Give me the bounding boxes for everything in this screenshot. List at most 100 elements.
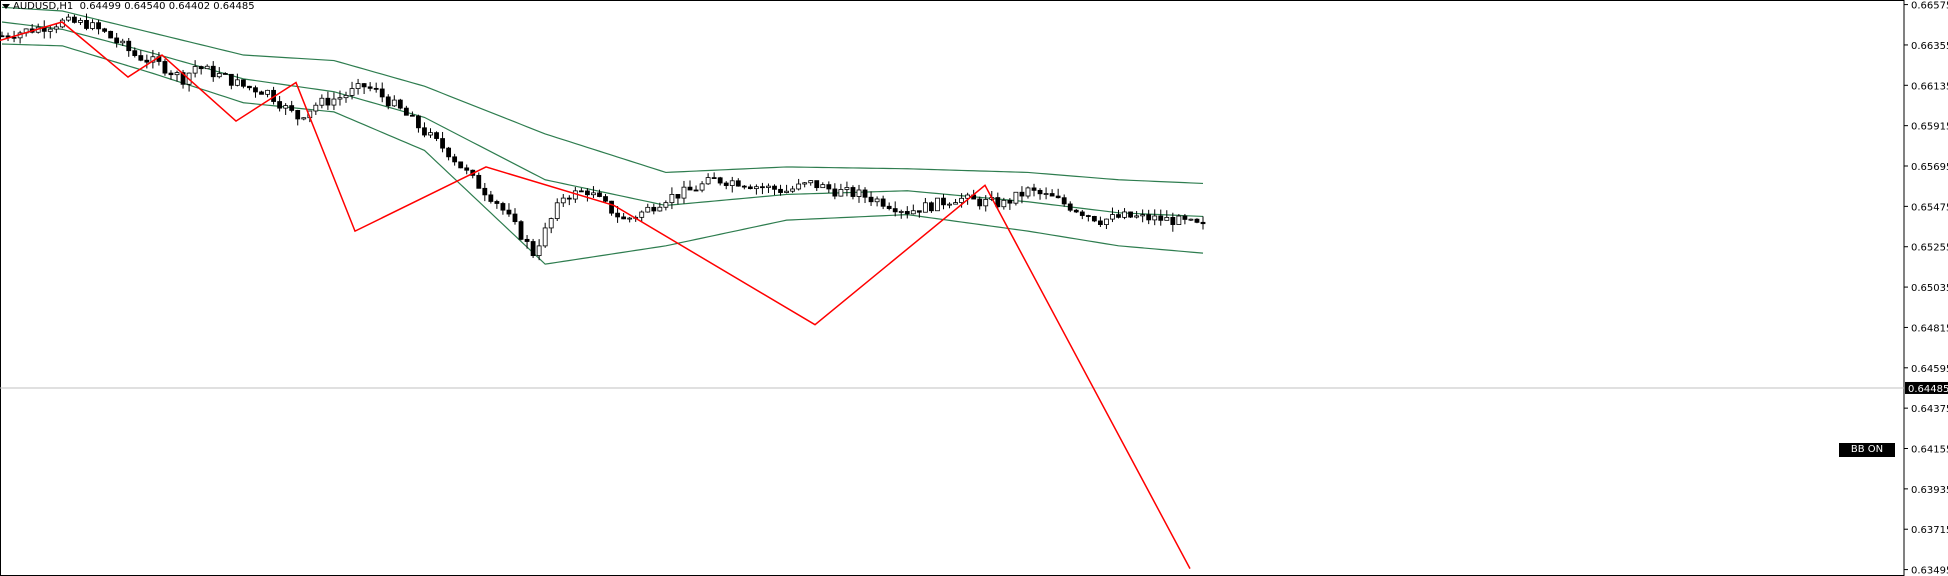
candle-body [1079, 211, 1085, 216]
candle-body [820, 184, 826, 189]
candle-body [627, 217, 633, 220]
candle-body [1110, 214, 1115, 220]
current-price-label-bg [1905, 381, 1948, 394]
candle-body [78, 19, 83, 23]
candle-body [597, 192, 602, 197]
candle-body [132, 50, 138, 56]
candle-body [434, 132, 439, 139]
candle-body [669, 194, 675, 204]
candle-body [210, 65, 216, 78]
candle-body [1043, 193, 1049, 195]
bb-toggle-button[interactable]: BB ON [1839, 443, 1895, 457]
candle-body [72, 16, 77, 23]
candle-body [482, 187, 488, 196]
candle-body [349, 88, 355, 96]
candle-body [476, 174, 482, 189]
candle-body [168, 72, 174, 76]
candle-body [1031, 187, 1037, 191]
candle-body [1037, 189, 1043, 195]
candle-body [741, 185, 747, 188]
y-tick-label: 0.65695 [1911, 162, 1948, 173]
candle-body [65, 16, 71, 21]
candle-body [681, 186, 687, 199]
candle-body [1194, 218, 1200, 223]
candle-body [1098, 220, 1103, 225]
candle-body [428, 132, 433, 136]
candle-body [1013, 191, 1019, 204]
bollinger-upper-line [1, 6, 1204, 185]
candle-body [615, 212, 620, 218]
candle-body [198, 66, 204, 70]
candle-body [144, 59, 150, 63]
y-tick-label: 0.63935 [1911, 485, 1948, 496]
candle-body [566, 197, 572, 200]
bollinger-middle-line [1, 21, 1204, 218]
candle-body [693, 189, 699, 192]
candle-body [953, 202, 958, 205]
candle-body [1134, 215, 1140, 218]
candle-body [548, 218, 554, 229]
zigzag-line [0, 21, 1191, 570]
candle-body [367, 86, 373, 89]
candle-body [1128, 211, 1133, 218]
candle-body [422, 127, 427, 136]
candle-body [591, 192, 596, 196]
candle-body [910, 210, 916, 215]
candle-body [603, 196, 608, 202]
candle-body [585, 190, 590, 196]
candle-body [174, 72, 180, 76]
candle-body [247, 85, 252, 89]
candle-body [319, 97, 325, 106]
ohlc-values: 0.64499 0.64540 0.64402 0.64485 [79, 1, 255, 12]
candle-body [850, 187, 856, 197]
candle-body [108, 30, 114, 39]
dropdown-triangle-icon[interactable] [2, 3, 10, 9]
candle-body [416, 115, 421, 129]
y-tick-label: 0.65255 [1911, 243, 1948, 254]
candle-body [1116, 214, 1121, 218]
candle-body [385, 96, 391, 107]
candle-body [898, 211, 904, 213]
candle-body [687, 186, 693, 191]
y-tick-label: 0.65035 [1911, 283, 1948, 294]
candle-body [0, 35, 5, 38]
candle-body [645, 206, 651, 213]
candle-body [512, 213, 518, 223]
candle-body [53, 26, 59, 30]
candle-body [355, 83, 361, 89]
candle-body [11, 36, 17, 39]
symbol-timeframe: AUDUSD,H1 [13, 1, 74, 12]
candle-body [337, 97, 343, 100]
candle-body [838, 189, 844, 197]
candle-body [1025, 187, 1031, 197]
candle-body [464, 167, 470, 171]
candle-body [361, 83, 367, 88]
candle-body [259, 91, 264, 95]
y-tick-label: 0.64155 [1911, 445, 1948, 456]
candle-body [1073, 209, 1079, 213]
candle-body [494, 201, 500, 204]
candle-body [1085, 215, 1091, 217]
candle-body [1158, 215, 1164, 221]
candle-body [530, 241, 536, 257]
candle-body [639, 211, 645, 218]
candle-body [753, 186, 759, 190]
candle-body [1019, 191, 1025, 197]
candle-body [452, 156, 458, 163]
plot-frame [0, 0, 1905, 576]
y-tick-label: 0.63495 [1911, 566, 1948, 576]
candle-body [729, 180, 735, 186]
candle-body [1140, 214, 1146, 217]
candle-body [1182, 215, 1188, 220]
candle-body [560, 197, 566, 204]
candle-body [488, 194, 494, 202]
candle-body [760, 186, 765, 189]
candle-body [874, 198, 880, 203]
current-price-label: 0.64485 [1908, 384, 1948, 395]
candle-body [735, 180, 741, 187]
candle-body [772, 185, 777, 190]
candle-body [747, 186, 753, 190]
candle-body [1152, 215, 1158, 221]
candle-body [796, 183, 802, 190]
